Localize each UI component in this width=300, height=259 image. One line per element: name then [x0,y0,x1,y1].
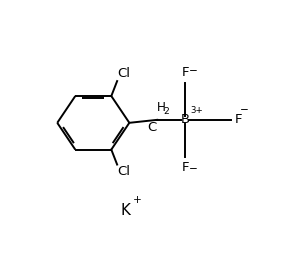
Text: +: + [133,195,142,205]
Text: −: − [189,164,198,174]
Text: K: K [121,203,131,218]
Text: 2: 2 [163,107,169,116]
Text: H: H [157,101,166,114]
Text: −: − [240,105,249,116]
Text: F: F [182,66,189,79]
Text: Cl: Cl [118,165,130,178]
Text: −: − [189,66,198,76]
Text: Cl: Cl [118,68,130,81]
Text: C: C [147,121,156,134]
Text: B: B [181,113,190,126]
Text: F: F [182,161,189,174]
Text: 3+: 3+ [190,106,203,115]
Text: F: F [235,113,243,126]
